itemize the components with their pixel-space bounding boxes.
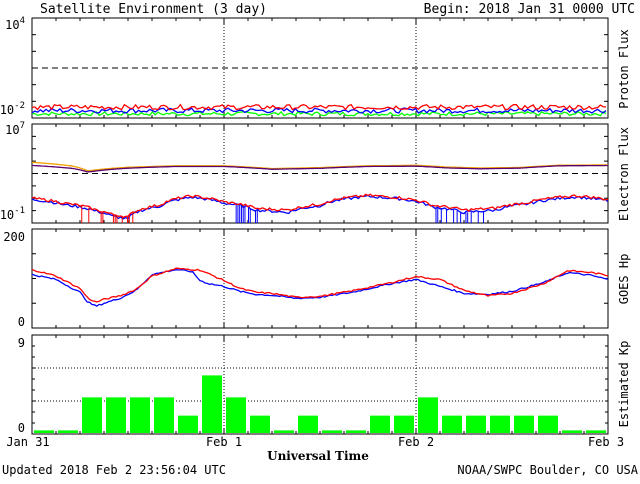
electron-ytick-bottom-base: 10 bbox=[0, 208, 14, 222]
electron-ytick-top-exp: 7 bbox=[20, 121, 25, 131]
proton-ytick-bottom: 10-2 bbox=[0, 101, 25, 117]
kp-bar bbox=[58, 430, 78, 433]
kp-bar bbox=[34, 430, 54, 433]
electron-flux-red-line bbox=[31, 193, 609, 219]
kp-bar bbox=[346, 430, 366, 433]
updated-timestamp: Updated 2018 Feb 2 23:56:04 UTC bbox=[2, 463, 226, 477]
electron-flux-orange-line bbox=[31, 161, 608, 172]
goes-hp-blue-line bbox=[31, 269, 609, 307]
kp-bar bbox=[394, 415, 414, 433]
kp-bar bbox=[514, 415, 534, 433]
electron-ytick-top-base: 10 bbox=[5, 123, 19, 137]
x-axis-label: Universal Time bbox=[267, 449, 369, 463]
kp-bar bbox=[466, 415, 486, 433]
kp-bar bbox=[130, 397, 150, 433]
panel-frame bbox=[31, 17, 609, 119]
electron-flux-label: Electron Flux bbox=[617, 127, 631, 221]
page-title: Satellite Environment (3 day) bbox=[40, 2, 267, 17]
electron-flux-purple-line bbox=[31, 164, 608, 173]
proton-flux-blue-line bbox=[31, 107, 607, 114]
kp-ytick-top: 9 bbox=[18, 336, 25, 350]
kp-bar bbox=[298, 415, 318, 433]
kp-ytick-bottom: 0 bbox=[18, 421, 25, 435]
kp-bar bbox=[442, 415, 462, 433]
kp-bar bbox=[418, 397, 438, 433]
kp-bar bbox=[106, 397, 126, 433]
kp-bar bbox=[82, 397, 102, 433]
electron-ytick-top: 107 bbox=[5, 121, 25, 137]
hp-ytick-top: 200 bbox=[3, 230, 25, 244]
estimated-kp-label: Estimated Kp bbox=[617, 341, 631, 428]
electron-ytick-bottom: 10-1 bbox=[0, 206, 25, 222]
proton-ytick-top-base: 10 bbox=[5, 18, 19, 32]
kp-bar bbox=[562, 430, 582, 433]
goes-hp-red-line bbox=[31, 267, 609, 303]
goes-hp-label: GOES Hp bbox=[617, 254, 631, 305]
kp-bar bbox=[226, 397, 246, 433]
x-tick-label: Feb 2 bbox=[398, 435, 434, 449]
proton-flux-label: Proton Flux bbox=[617, 29, 631, 108]
proton-flux-green-line bbox=[31, 110, 607, 117]
proton-flux-red-line bbox=[31, 103, 607, 111]
kp-bar bbox=[202, 375, 222, 433]
proton-ytick-bottom-exp: -2 bbox=[14, 101, 25, 111]
x-tick-label: Feb 1 bbox=[206, 435, 242, 449]
source-credit: NOAA/SWPC Boulder, CO USA bbox=[457, 463, 638, 477]
kp-bar bbox=[274, 430, 294, 433]
x-tick-label: Feb 3 bbox=[588, 435, 624, 449]
electron-ytick-bottom-exp: -1 bbox=[14, 206, 25, 216]
kp-bar bbox=[154, 397, 174, 433]
kp-bar bbox=[490, 415, 510, 433]
kp-bar bbox=[370, 415, 390, 433]
kp-bar bbox=[250, 415, 270, 433]
panel-frame bbox=[31, 228, 609, 329]
panel-frame bbox=[31, 123, 609, 224]
proton-ytick-top: 104 bbox=[5, 16, 25, 32]
kp-bar bbox=[538, 415, 558, 433]
hp-ytick-bottom: 0 bbox=[18, 315, 25, 329]
panels-group bbox=[31, 17, 609, 435]
electron-flux-blue-line bbox=[31, 194, 609, 220]
proton-ytick-bottom-base: 10 bbox=[0, 103, 14, 117]
kp-bar bbox=[586, 430, 606, 433]
proton-ytick-top-exp: 4 bbox=[20, 16, 25, 26]
x-tick-label: Jan 31 bbox=[6, 435, 49, 449]
kp-bar bbox=[178, 415, 198, 433]
begin-time: Begin: 2018 Jan 31 0000 UTC bbox=[424, 2, 635, 17]
kp-bar bbox=[322, 430, 342, 433]
